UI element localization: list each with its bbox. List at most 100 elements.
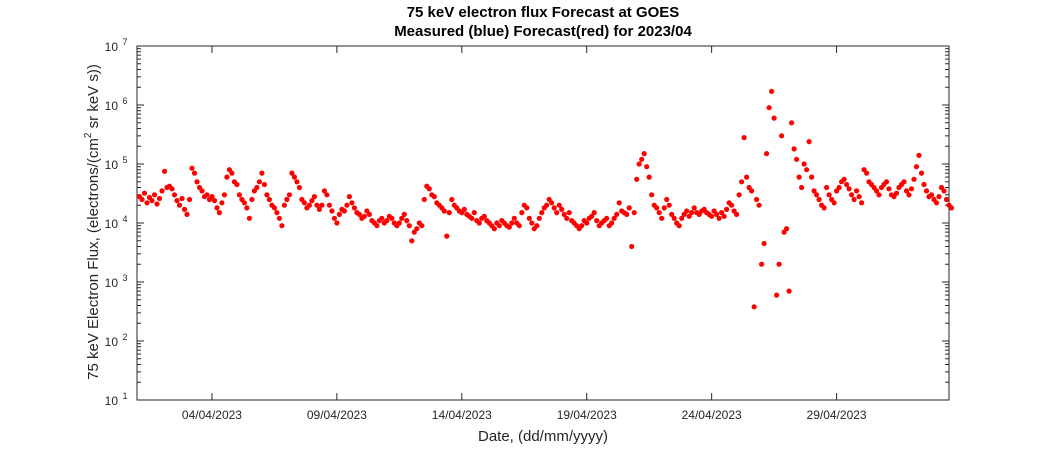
data-point [764,151,770,157]
x-tick-label: 04/04/2023 [182,408,242,422]
data-point [719,210,725,216]
data-point [636,161,642,167]
data-point [496,223,502,229]
data-point [886,186,892,192]
data-point [406,223,412,229]
data-point [716,215,722,221]
data-point [211,198,218,204]
data-point [366,211,372,217]
data-point [191,170,198,176]
data-point [604,215,610,221]
data-point [948,205,955,211]
data-point [159,188,165,194]
data-point [816,196,822,203]
data-point [286,192,292,198]
data-point [684,208,690,214]
y-tick-base: 10 [105,335,119,349]
data-point [883,179,890,185]
data-point [729,202,735,208]
y-tick-base: 10 [105,217,119,231]
data-point [396,220,402,226]
y-tick-label: 10 [105,394,119,408]
data-point [389,215,395,221]
data-point [634,176,640,182]
data-point [594,218,600,224]
y-tick-label: 10 [105,99,119,113]
data-point [149,198,155,204]
data-point [841,176,847,182]
data-point [361,213,367,219]
data-point [908,186,915,192]
data-point [449,196,455,203]
data-point [679,215,685,221]
y-tick-label: 10 [105,335,119,349]
data-point [446,210,452,216]
y-tick-base: 10 [105,158,119,172]
data-point [656,210,662,216]
data-point [551,205,557,211]
data-point [893,190,900,196]
data-point [811,188,817,194]
data-point [331,215,337,221]
data-point [849,192,855,198]
data-point [873,188,880,194]
data-point [941,188,947,194]
data-point [801,161,807,167]
data-point [561,211,567,217]
data-point [933,200,940,206]
data-point [761,240,767,247]
data-point [751,304,757,310]
data-point [526,215,532,221]
data-point [903,188,910,194]
data-point [661,205,667,211]
data-point [274,210,280,216]
y-tick-exponent: 4 [122,214,127,224]
data-point [771,115,777,121]
data-point [736,192,742,198]
data-point [179,195,185,202]
data-point [721,213,727,219]
data-point [316,206,322,212]
data-point [229,170,235,176]
data-point [584,220,590,226]
data-point [141,190,148,196]
x-tick-label: 09/04/2023 [307,408,367,422]
data-point [351,205,357,211]
data-point [296,184,302,191]
data-point [419,223,425,229]
data-point [814,192,820,198]
data-point [821,205,827,211]
data-point [506,224,512,230]
data-point [414,226,420,232]
data-point [301,200,307,206]
y-axis-label: 75 keV Electron Flux, (electrons/(cm2 sr… [83,64,102,380]
data-point [649,192,655,198]
data-point [349,200,355,206]
y-axis-label-superscript: 2 [83,132,94,138]
y-tick-exponent: 1 [122,391,127,401]
data-point [806,139,812,145]
y-tick-label: 10 [105,158,119,172]
data-point [544,202,550,208]
data-point [644,164,650,170]
data-point [481,213,487,219]
data-point [856,194,862,200]
data-point [284,196,290,203]
data-point [734,211,740,217]
data-point [664,196,670,203]
data-point [241,200,247,206]
data-point [249,196,255,203]
data-point [194,179,200,185]
data-point [786,288,792,294]
y-tick-exponent: 3 [122,273,127,283]
data-point [691,205,697,211]
data-point [913,164,920,170]
data-point [404,218,410,224]
data-point [469,215,475,221]
data-point [906,192,912,198]
data-point [824,184,830,191]
data-point [589,213,595,219]
data-point [259,170,265,176]
data-point [246,215,252,221]
data-point [529,220,535,226]
